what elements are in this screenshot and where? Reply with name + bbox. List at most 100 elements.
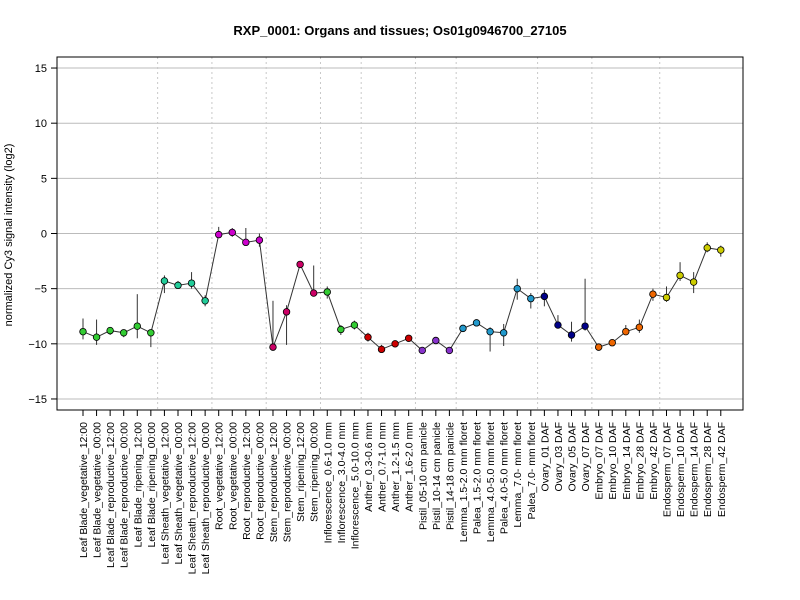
x-tick-label: Leaf Sheath_reproductive_00:00 (200, 422, 212, 575)
x-tick-label: Ovary_03 DAF (553, 422, 565, 491)
y-axis: −15 −10 −5 0 5 10 15 (28, 63, 57, 406)
data-point (377, 345, 386, 354)
x-tick-label: Root_reproductive_00:00 (254, 422, 266, 540)
data-point (717, 246, 725, 254)
x-tick-label: Endosperm_42 DAF (716, 422, 728, 517)
data-point (201, 297, 209, 305)
group-separators (157, 57, 661, 410)
x-tick-label: Root_vegetative_00:00 (227, 422, 239, 530)
x-tick-label: Anther_1.6-2.0 mm (404, 422, 416, 512)
x-tick-label: Inflorescence_5.0-10.0 mm (349, 422, 361, 549)
data-point (540, 292, 549, 301)
x-tick-label: Leaf Blade_vegetative_00:00 (92, 422, 104, 558)
data-point (269, 343, 277, 351)
x-tick-label: Ovary_07 DAF (580, 422, 592, 491)
data-point (689, 278, 698, 286)
y-tick-label: 10 (35, 118, 47, 130)
data-point (133, 322, 141, 330)
data-point (120, 329, 128, 337)
y-tick-label: 5 (41, 173, 47, 185)
data-point (160, 277, 169, 285)
data-point (228, 228, 236, 237)
data-point (323, 288, 331, 296)
y-tick-label: −15 (28, 394, 47, 406)
x-tick-label: Leaf Blade_vegetative_12:00 (78, 422, 90, 558)
x-tick-label: Root_reproductive_12:00 (241, 422, 253, 540)
y-tick-label: −5 (34, 284, 47, 296)
x-tick-label: Lemma_7.0- mm floret (512, 422, 524, 528)
x-tick-label: Embryo_07 DAF (594, 422, 606, 500)
data-point (649, 290, 657, 298)
data-point (92, 333, 101, 341)
x-tick-label: Leaf Blade_reproductive_12:00 (105, 422, 117, 568)
data-point (703, 244, 711, 252)
data-point (214, 230, 223, 239)
x-tick-label: Pistil_14-18 cm panicle (444, 422, 456, 530)
y-tick-label: 0 (41, 229, 47, 241)
x-tick-label: Leaf Sheath_vegetative_00:00 (173, 422, 185, 565)
data-point (404, 334, 413, 342)
x-tick-label: Embryo_10 DAF (607, 422, 619, 500)
y-tick-label: 15 (35, 63, 47, 75)
x-tick-label: Pistil_05-10 cm panicle (417, 422, 429, 530)
x-tick-label: Embryo_28 DAF (634, 422, 646, 500)
data-point (499, 329, 508, 337)
data-point (106, 326, 114, 335)
x-tick-label: Endosperm_28 DAF (702, 422, 714, 517)
y-tick-label: −10 (28, 339, 47, 351)
data-point (567, 331, 576, 339)
x-tick-label: Endosperm_07 DAF (662, 422, 674, 517)
x-tick-label: Stem_reproductive_00:00 (282, 422, 294, 542)
data-point (242, 238, 250, 247)
data-point (445, 346, 454, 355)
data-point (350, 321, 359, 329)
data-point (676, 271, 684, 280)
x-tick-label: Anther_0.3-0.6 mm (363, 422, 375, 512)
data-point (486, 327, 494, 336)
data-point (296, 260, 304, 269)
x-tick-label: Endosperm_10 DAF (675, 422, 687, 517)
x-tick-label: Inflorescence_0.6-1.0 mm (322, 422, 334, 544)
data-point (513, 284, 521, 293)
x-tick-label: Stem_ripening_12:00 (295, 422, 307, 522)
data-point (255, 236, 264, 244)
y-axis-label: normalized Cy3 signal intensity (log2) (3, 144, 15, 327)
x-tick-label: Lemma_4.0-5.0 mm floret (485, 422, 497, 542)
data-point (472, 319, 481, 327)
data-point (147, 329, 155, 337)
x-tick-label: Ovary_05 DAF (567, 422, 579, 491)
data-point (391, 340, 399, 348)
x-tick-label: Leaf Blade_ripening_00:00 (146, 422, 158, 548)
x-tick-label: Embryo_14 DAF (621, 422, 633, 500)
data-point (581, 322, 589, 330)
data-point (187, 279, 196, 287)
x-axis: Leaf Blade_vegetative_12:00 Leaf Blade_ve… (78, 410, 728, 574)
x-tick-label: Stem_reproductive_12:00 (268, 422, 280, 542)
data-point (554, 321, 562, 329)
data-point (432, 336, 440, 345)
grid-layer (57, 67, 743, 400)
data-point (527, 294, 535, 303)
data-point (79, 327, 87, 336)
data-point (364, 333, 372, 341)
x-tick-label: Leaf Sheath_vegetative_12:00 (159, 422, 171, 565)
x-tick-label: Palea_7.0- mm floret (526, 422, 538, 520)
x-tick-label: Palea_1.5-2.0 mm floret (472, 422, 484, 534)
data-point (608, 339, 616, 347)
x-tick-label: Lemma_1.5-2.0 mm floret (458, 422, 470, 542)
x-tick-label: Anther_1.2-1.5 mm (390, 422, 402, 512)
data-point (337, 325, 345, 334)
data-point (418, 346, 426, 355)
data-point (309, 289, 318, 297)
data-point (282, 308, 291, 316)
x-tick-label: Stem_ripening_00:00 (309, 422, 321, 522)
x-tick-label: Leaf Blade_ripening_12:00 (132, 422, 144, 548)
data-point (635, 323, 644, 331)
x-tick-label: Palea_4.0-5.0 mm floret (499, 422, 511, 534)
data-point (594, 343, 603, 351)
x-tick-label: Anther_0.7-1.0 mm (377, 422, 389, 512)
x-tick-label: Leaf Sheath_reproductive_12:00 (187, 422, 199, 575)
x-tick-label: Endosperm_14 DAF (689, 422, 701, 517)
data-point (662, 293, 671, 302)
